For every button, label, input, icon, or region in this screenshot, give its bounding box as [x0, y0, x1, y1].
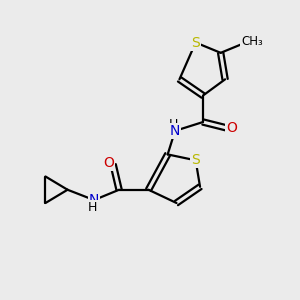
Text: O: O [226, 121, 237, 135]
Text: S: S [191, 153, 200, 167]
Text: H: H [169, 118, 178, 131]
Text: O: O [103, 156, 114, 170]
Text: N: N [89, 193, 99, 207]
Text: H: H [88, 201, 97, 214]
Text: CH₃: CH₃ [241, 34, 263, 48]
Text: N: N [170, 124, 180, 138]
Text: S: S [191, 35, 200, 50]
